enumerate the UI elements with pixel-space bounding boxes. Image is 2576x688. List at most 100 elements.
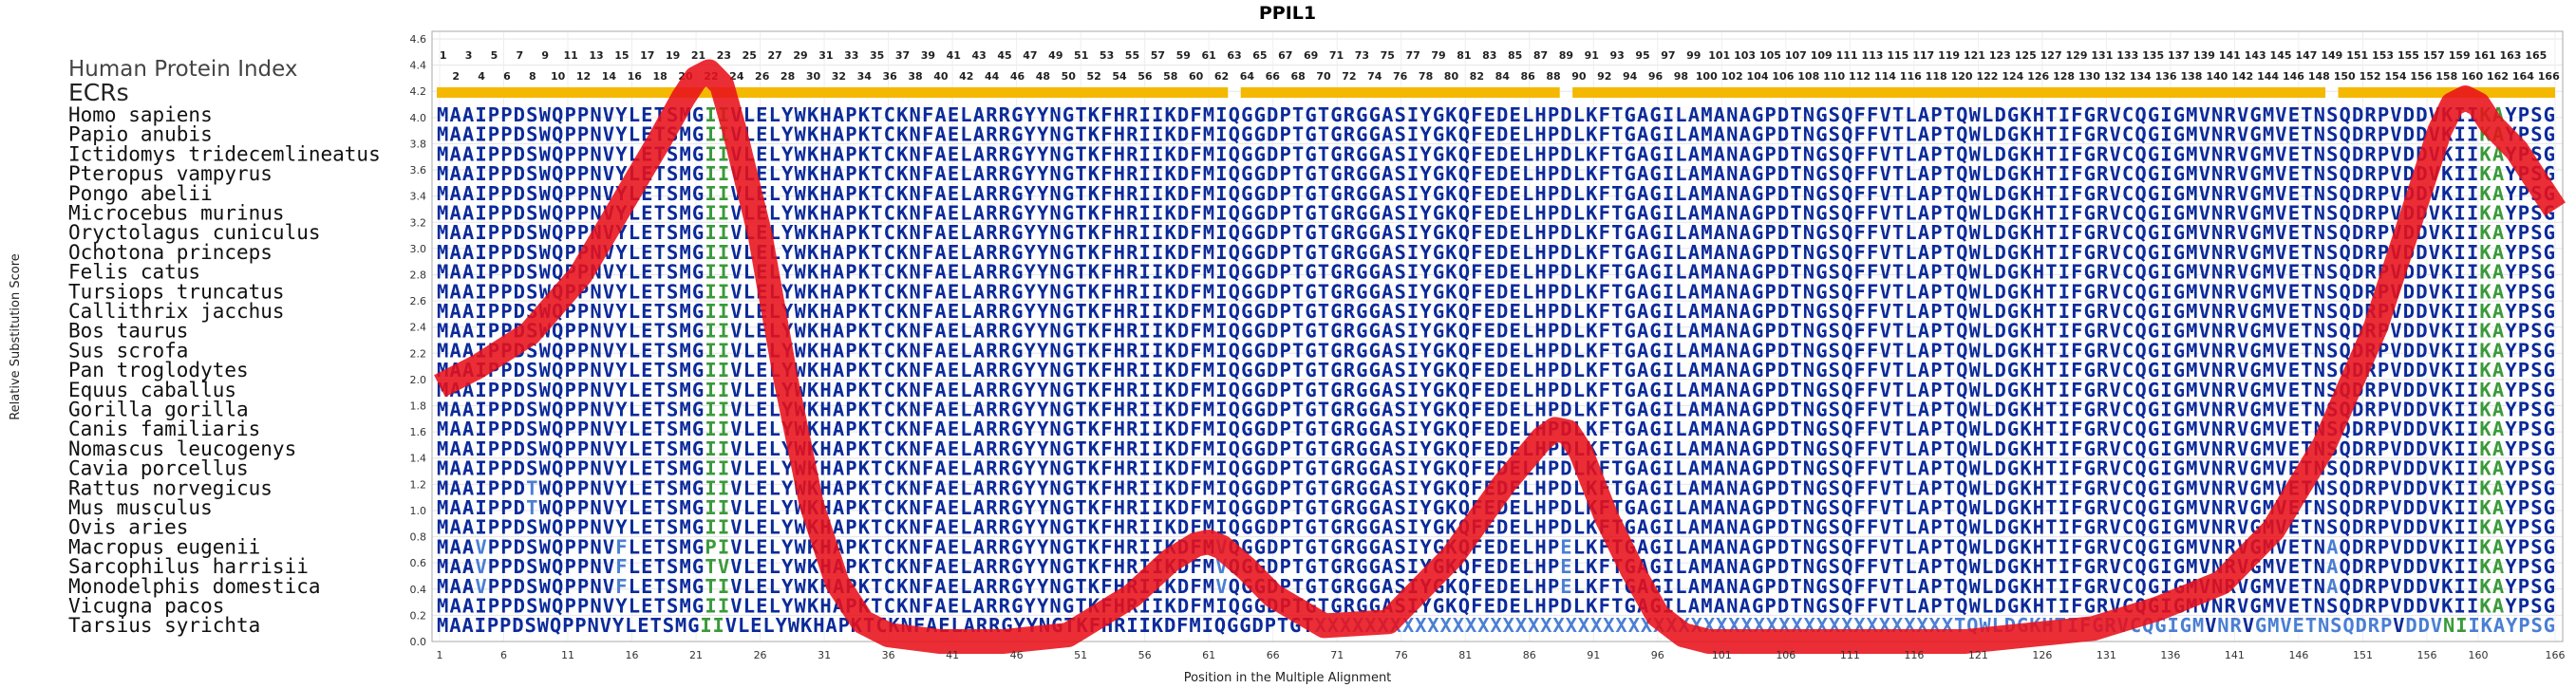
species-label: Pongo abelii [68,182,213,205]
position-number: 25 [743,49,757,62]
position-number: 103 [1734,49,1756,62]
species-label: Canis familiaris [68,418,260,440]
position-number: 67 [1278,49,1292,62]
position-number: 41 [947,49,961,62]
position-number: 65 [1252,49,1267,62]
position-number: 90 [1571,70,1587,83]
position-number: 94 [1623,70,1638,83]
position-number: 43 [972,49,987,62]
position-number: 68 [1291,70,1306,83]
position-number: 134 [2130,70,2152,83]
position-number: 119 [1938,49,1960,62]
position-number: 104 [1747,70,1769,83]
x-tick-label: 151 [2353,649,2373,661]
position-number: 44 [985,70,1000,83]
ecr-bar [1572,87,2326,98]
position-number: 89 [1559,49,1573,62]
position-number: 3 [465,49,473,62]
sequence-row: MAAIPPDTWQPPNVYLETSMGIIVLELYWKHAPKTCKNFA… [437,496,2555,519]
species-label: Callithrix jacchus [68,300,285,323]
position-number: 159 [2449,49,2471,62]
position-number: 148 [2308,70,2330,83]
position-number: 149 [2321,49,2342,62]
position-number: 108 [1797,70,1819,83]
x-tick-label: 41 [946,649,959,661]
x-axis-label: Position in the Multiple Alignment [1184,671,1392,685]
y-tick-label: 4.2 [410,85,427,98]
y-tick-label: 3.6 [410,164,427,177]
sequence-row: MAAIPPDSWQPPNVYLETSMGIIVLELYWKHAPKTCKNFA… [437,437,2555,460]
sequence-row: MAAIPPDSWQPPNVYLETSMGIIVLELYWKHAPKTCKNFA… [437,241,2555,264]
position-number: 29 [793,49,807,62]
position-number: 91 [1585,49,1599,62]
y-tick-label: 2.6 [410,295,427,307]
position-number: 30 [806,70,821,83]
position-number: 21 [691,49,705,62]
position-number: 28 [780,70,795,83]
position-number: 27 [767,49,781,62]
sequence-row: MAAIPPDSWQPPNVYLETSMGIIVLELYWKHAPKTCKNFA… [437,202,2555,225]
position-number: 130 [2078,70,2100,83]
species-label: Homo sapiens [68,103,213,126]
species-label: Monodelphis domestica [68,575,321,598]
position-number: 93 [1610,49,1625,62]
position-number: 137 [2168,49,2190,62]
x-tick-label: 156 [2416,649,2436,661]
y-tick-label: 3.2 [410,216,427,229]
x-tick-label: 131 [2097,649,2116,661]
x-tick-label: 91 [1587,649,1600,661]
x-tick-label: 101 [1712,649,1732,661]
position-number: 80 [1444,70,1459,83]
position-number: 42 [959,70,973,83]
position-number: 45 [997,49,1011,62]
position-number: 48 [1036,70,1050,83]
x-tick-label: 111 [1840,649,1860,661]
position-number: 163 [2499,49,2521,62]
y-axis-ticks: 0.0 0.2 0.4 0.6 0.8 1.0 1.2 1.4 1.6 1.8 2.0 2.2 2.4 2… [410,33,427,648]
x-tick-label: 56 [1138,649,1152,661]
position-number: 33 [844,49,858,62]
position-number: 79 [1431,49,1445,62]
sequence-row: MAAIPPDSWQPPNVYLETSMGIIVLELYWKHAPKTCKNFA… [437,339,2555,362]
position-number: 160 [2461,70,2483,83]
x-tick-label: 121 [1968,649,1988,661]
position-number: 38 [908,70,922,83]
position-number: 85 [1508,49,1522,62]
position-number: 84 [1495,70,1511,83]
position-number: 106 [1772,70,1794,83]
y-tick-label: 1.8 [410,400,427,413]
position-number: 155 [2397,49,2419,62]
position-number: 165 [2525,49,2547,62]
x-tick-label: 66 [1267,649,1280,661]
y-tick-label: 0.2 [410,609,427,622]
ecr-bar [2338,87,2555,98]
x-tick-label: 36 [882,649,895,661]
y-tick-label: 0.0 [410,636,427,648]
species-label: Felis catus [68,261,200,284]
position-number: 70 [1316,70,1331,83]
x-tick-label: 46 [1010,649,1024,661]
position-number: 139 [2193,49,2215,62]
position-number: 120 [1951,70,1973,83]
position-number: 147 [2295,49,2317,62]
x-tick-label: 31 [818,649,831,661]
y-tick-label: 3.4 [410,191,427,203]
position-number: 66 [1266,70,1281,83]
sequence-row: MAAIPPDSWQPPNVYLETSMGIIVLELYWKHAPKTCKNFA… [437,614,2555,637]
x-tick-label: 51 [1074,649,1087,661]
sequence-row: MAAIPPDSWQPPNVYLETSMGIIVLELYWKHAPKTCKNFA… [437,418,2555,440]
position-number: 95 [1635,49,1649,62]
position-number: 18 [653,70,668,83]
position-number: 118 [1926,70,1947,83]
position-number: 142 [2231,70,2253,83]
position-number: 9 [541,49,549,62]
substitution-score-series [434,59,2566,654]
position-number: 61 [1201,49,1215,62]
ecr-bars [437,87,2555,98]
position-number: 57 [1151,49,1165,62]
sequence-row: MAAIPPDSWQPPNVYLETSMGIIVLELYWKHAPKTCKNFA… [437,359,2555,381]
position-number: 123 [1989,49,2011,62]
position-number: 76 [1393,70,1408,83]
position-number: 157 [2423,49,2445,62]
y-tick-label: 4.6 [410,33,427,46]
